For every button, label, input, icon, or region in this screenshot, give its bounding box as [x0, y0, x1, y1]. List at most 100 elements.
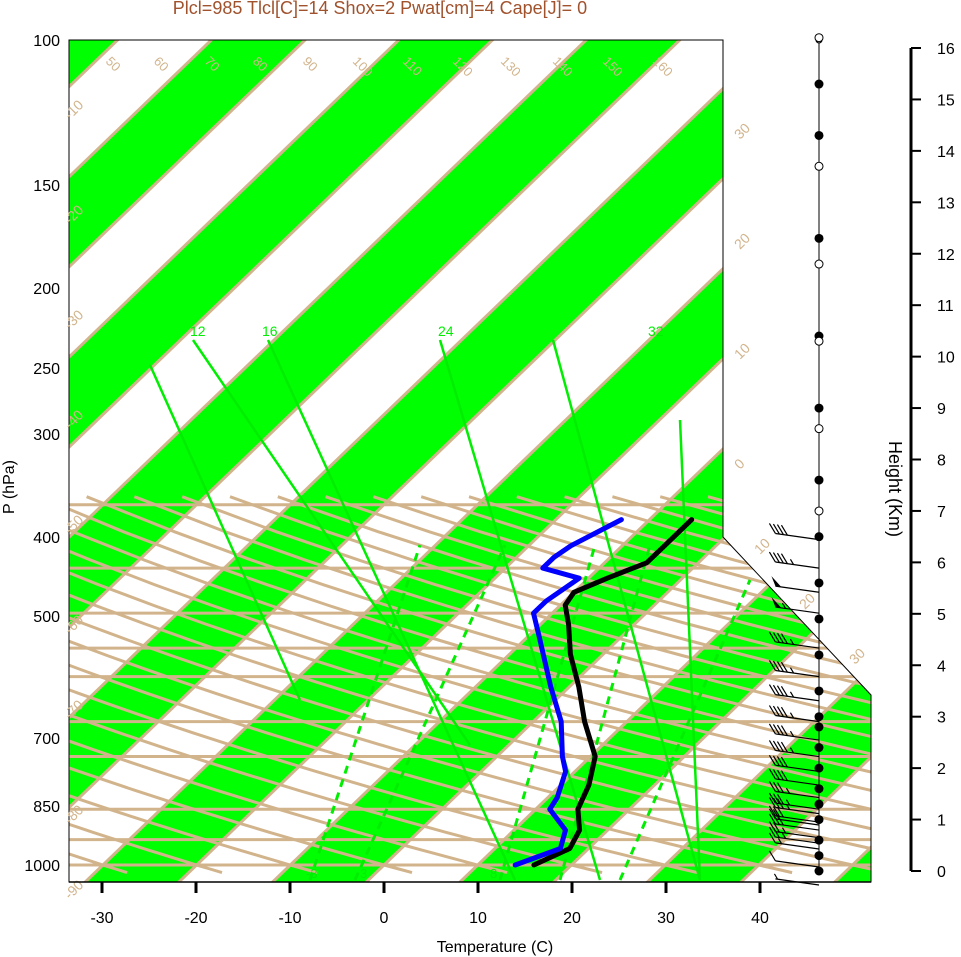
wind-half-feather: [789, 638, 794, 645]
pressure-tick-label: 100: [33, 33, 60, 50]
mixing-ratio-label: 24: [438, 323, 454, 339]
height-tick-label: 16: [937, 41, 955, 58]
isotherm-label: -30: [61, 306, 87, 332]
wind-half-feather: [789, 747, 794, 753]
wind-barb: [775, 532, 820, 541]
isotherm-line: [69, 40, 421, 882]
isotherm-line: [69, 40, 515, 882]
wind-half-feather: [781, 602, 786, 609]
wind-feather: [768, 723, 776, 735]
height-dot-filled: [814, 815, 824, 825]
wind-flag: [771, 576, 782, 588]
height-dot-filled: [814, 403, 824, 413]
theta-label: 130: [498, 54, 524, 80]
wind-feather: [776, 724, 784, 736]
wind-feather: [772, 523, 780, 535]
isotherm-band: [441, 40, 871, 882]
height-tick-label: 2: [937, 761, 946, 778]
height-dot-filled: [814, 532, 824, 542]
dry-adiabat-label: 8: [490, 866, 497, 881]
wind-feather: [768, 740, 776, 751]
saturated-adiabat-line: [353, 544, 507, 881]
dry-adiabat: [69, 495, 223, 875]
dry-adiabat: [69, 495, 508, 875]
x-tick-label: -30: [90, 910, 113, 927]
height-tick-label: 15: [937, 92, 955, 109]
wind-feather: [776, 741, 784, 752]
height-axis-label: Height (Km): [885, 441, 905, 537]
height-dot-filled: [814, 79, 824, 89]
wind-feather: [768, 850, 776, 862]
height-dot-open: [814, 161, 824, 171]
isotherm-band: [69, 40, 326, 882]
height-tick-label: 13: [937, 195, 955, 212]
isotherm-line: [69, 40, 608, 882]
wind-feather: [772, 793, 780, 804]
pressure-tick-label: 850: [33, 799, 60, 816]
mixing-ratio-line: [551, 339, 702, 881]
mixing-ratio-line: [148, 364, 302, 701]
height-tick-label: 0: [937, 864, 946, 881]
height-dot-filled: [814, 851, 824, 861]
wind-feather: [776, 632, 784, 644]
dry-adiabat: [133, 495, 871, 875]
saturated-adiabat-line: [558, 544, 652, 881]
wind-feather: [776, 782, 784, 793]
height-tick-label: 3: [937, 710, 946, 727]
height-dot-filled: [814, 712, 824, 722]
height-tick-label: 7: [937, 504, 946, 521]
isotherm-label: 0: [731, 455, 748, 472]
wind-feather: [772, 552, 780, 563]
height-dot-open: [814, 33, 824, 43]
wind-half-feather: [789, 558, 794, 565]
wind-half-feather: [773, 873, 778, 880]
isotherm-label: 20: [731, 230, 753, 252]
wind-feather: [772, 724, 780, 735]
x-tick-label: 10: [469, 910, 487, 927]
height-dot-open: [814, 336, 824, 346]
wind-feather: [772, 660, 780, 672]
isotherm-line: [0, 20, 45, 900]
wind-feather: [768, 805, 776, 817]
pressure-tick-label: 400: [33, 530, 60, 547]
isotherm-line: [533, 40, 871, 882]
wind-feather: [772, 769, 780, 780]
y-axis-label: P (hPa): [1, 460, 18, 514]
dry-adiabat: [69, 495, 871, 875]
saturated-adiabat-line: [308, 544, 422, 881]
mixing-ratio-label: 12: [190, 323, 206, 339]
mixing-ratio-line: [191, 339, 472, 746]
wind-feather: [776, 685, 784, 697]
dry-adiabat: [69, 495, 871, 875]
wind-barb: [775, 561, 820, 569]
wind-barb: [775, 818, 820, 826]
wind-feather: [772, 705, 780, 717]
wind-half-feather: [789, 691, 794, 698]
wind-feather: [768, 523, 776, 534]
isotherm-band: [69, 40, 871, 882]
height-tick-label: 14: [937, 144, 955, 161]
dry-adiabat: [69, 495, 318, 875]
x-axis-label: Temperature (C): [437, 939, 553, 956]
height-tick-label: 10: [937, 350, 955, 367]
wind-feather: [772, 632, 780, 643]
wind-feather: [772, 755, 780, 767]
wind-feather: [768, 832, 776, 844]
x-tick-label: 30: [657, 910, 675, 927]
height-dot-filled: [814, 722, 824, 732]
pressure-tick-label: 700: [33, 731, 60, 748]
theta-label: 60: [151, 54, 172, 75]
isotherm-label: 10: [731, 340, 753, 362]
x-tick-label: 40: [751, 910, 769, 927]
wind-feather: [780, 685, 788, 697]
x-tick-label: 0: [380, 910, 389, 927]
height-dot-filled: [814, 233, 824, 243]
wind-feather: [776, 552, 784, 564]
height-dot-filled: [814, 686, 824, 696]
dry-adiabat: [69, 495, 871, 875]
wind-feather: [768, 551, 776, 563]
pressure-tick-label: 200: [33, 281, 60, 298]
isotherm-label: 20: [796, 590, 818, 612]
wind-feather: [776, 756, 784, 767]
